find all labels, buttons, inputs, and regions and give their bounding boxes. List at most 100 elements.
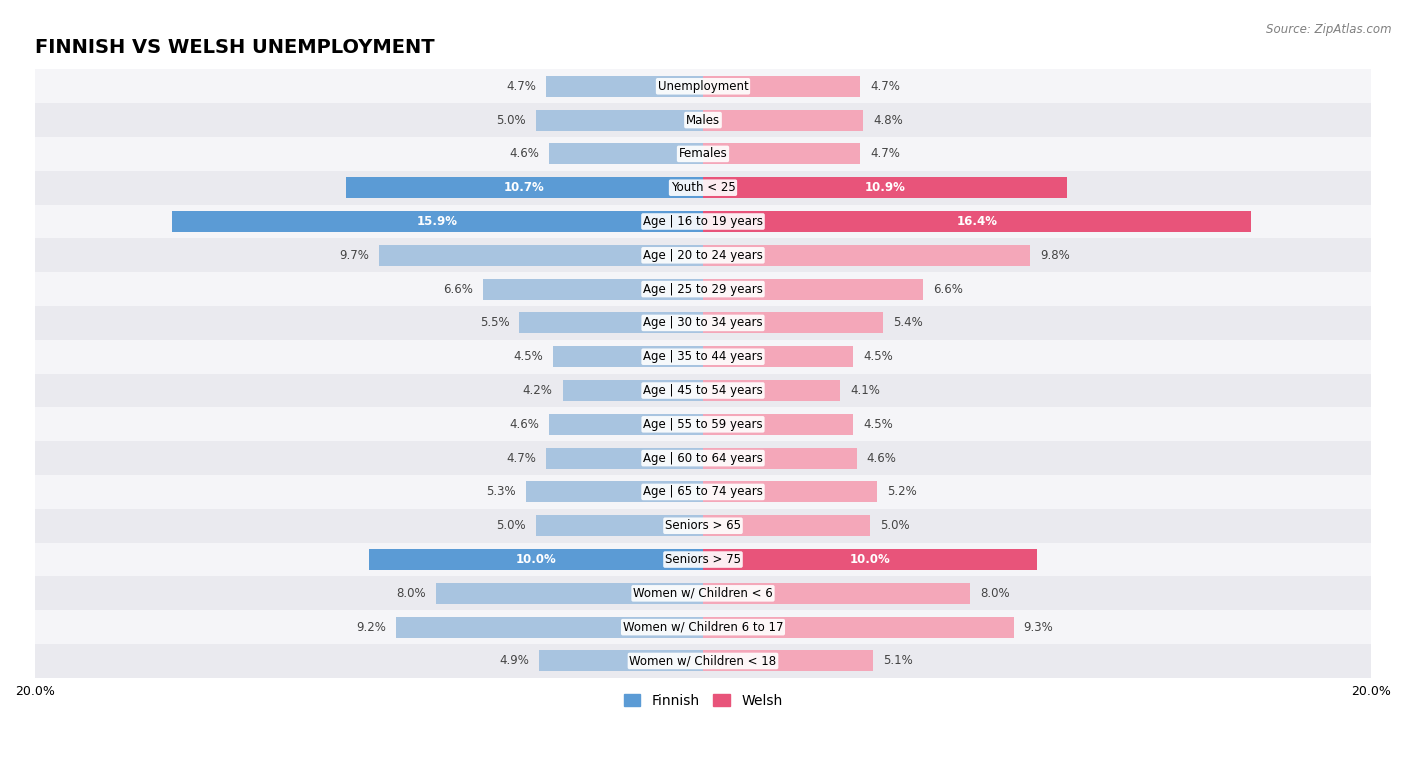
Text: Age | 35 to 44 years: Age | 35 to 44 years bbox=[643, 350, 763, 363]
Bar bbox=[550, 143, 703, 164]
Text: 5.2%: 5.2% bbox=[887, 485, 917, 498]
Text: 16.4%: 16.4% bbox=[956, 215, 997, 228]
Text: 4.1%: 4.1% bbox=[851, 384, 880, 397]
Text: 9.8%: 9.8% bbox=[1040, 249, 1070, 262]
Legend: Finnish, Welsh: Finnish, Welsh bbox=[619, 688, 787, 714]
Text: Youth < 25: Youth < 25 bbox=[671, 181, 735, 195]
Text: 9.2%: 9.2% bbox=[356, 621, 385, 634]
Bar bbox=[35, 610, 1371, 644]
Text: 5.3%: 5.3% bbox=[486, 485, 516, 498]
Text: Age | 45 to 54 years: Age | 45 to 54 years bbox=[643, 384, 763, 397]
Bar bbox=[703, 516, 870, 536]
Bar bbox=[703, 110, 863, 130]
Text: 4.9%: 4.9% bbox=[499, 655, 529, 668]
Bar bbox=[550, 414, 703, 435]
Bar bbox=[35, 644, 1371, 678]
Text: Women w/ Children < 6: Women w/ Children < 6 bbox=[633, 587, 773, 600]
Bar bbox=[536, 110, 703, 130]
Bar bbox=[703, 583, 970, 604]
Text: 5.0%: 5.0% bbox=[496, 519, 526, 532]
Bar bbox=[35, 374, 1371, 407]
Text: 4.2%: 4.2% bbox=[523, 384, 553, 397]
Bar bbox=[35, 407, 1371, 441]
Bar bbox=[35, 204, 1371, 238]
Text: Age | 55 to 59 years: Age | 55 to 59 years bbox=[643, 418, 763, 431]
Text: Women w/ Children < 18: Women w/ Children < 18 bbox=[630, 655, 776, 668]
Bar bbox=[703, 414, 853, 435]
Text: 8.0%: 8.0% bbox=[396, 587, 426, 600]
Bar bbox=[35, 543, 1371, 576]
Bar bbox=[395, 617, 703, 637]
Bar bbox=[380, 245, 703, 266]
Text: 6.6%: 6.6% bbox=[934, 282, 963, 295]
Text: 4.7%: 4.7% bbox=[506, 452, 536, 465]
Text: 5.5%: 5.5% bbox=[479, 316, 509, 329]
Bar bbox=[703, 211, 1251, 232]
Text: 4.6%: 4.6% bbox=[509, 148, 540, 160]
Bar bbox=[703, 313, 883, 333]
Text: 4.5%: 4.5% bbox=[513, 350, 543, 363]
Bar bbox=[562, 380, 703, 401]
Bar bbox=[35, 441, 1371, 475]
Bar bbox=[35, 70, 1371, 103]
Bar bbox=[482, 279, 703, 300]
Bar bbox=[346, 177, 703, 198]
Text: 4.6%: 4.6% bbox=[866, 452, 897, 465]
Text: 10.7%: 10.7% bbox=[503, 181, 544, 195]
Bar bbox=[703, 143, 860, 164]
Text: Age | 60 to 64 years: Age | 60 to 64 years bbox=[643, 452, 763, 465]
Text: Seniors > 65: Seniors > 65 bbox=[665, 519, 741, 532]
Text: Males: Males bbox=[686, 114, 720, 126]
Bar bbox=[172, 211, 703, 232]
Text: 5.0%: 5.0% bbox=[880, 519, 910, 532]
Bar bbox=[368, 549, 703, 570]
Text: 5.0%: 5.0% bbox=[496, 114, 526, 126]
Text: 6.6%: 6.6% bbox=[443, 282, 472, 295]
Bar bbox=[703, 650, 873, 671]
Bar bbox=[703, 76, 860, 97]
Bar bbox=[540, 650, 703, 671]
Bar bbox=[703, 549, 1038, 570]
Text: 9.3%: 9.3% bbox=[1024, 621, 1053, 634]
Text: Women w/ Children 6 to 17: Women w/ Children 6 to 17 bbox=[623, 621, 783, 634]
Text: 4.5%: 4.5% bbox=[863, 350, 893, 363]
Text: 4.7%: 4.7% bbox=[506, 79, 536, 93]
Text: Source: ZipAtlas.com: Source: ZipAtlas.com bbox=[1267, 23, 1392, 36]
Bar bbox=[703, 447, 856, 469]
Bar bbox=[703, 617, 1014, 637]
Bar bbox=[526, 481, 703, 503]
Text: Age | 20 to 24 years: Age | 20 to 24 years bbox=[643, 249, 763, 262]
Bar bbox=[553, 346, 703, 367]
Bar bbox=[436, 583, 703, 604]
Text: 10.0%: 10.0% bbox=[516, 553, 557, 566]
Text: Unemployment: Unemployment bbox=[658, 79, 748, 93]
Text: 4.6%: 4.6% bbox=[509, 418, 540, 431]
Bar bbox=[703, 481, 877, 503]
Bar bbox=[35, 340, 1371, 374]
Bar bbox=[35, 576, 1371, 610]
Bar bbox=[546, 447, 703, 469]
Text: 4.7%: 4.7% bbox=[870, 79, 900, 93]
Text: 9.7%: 9.7% bbox=[339, 249, 368, 262]
Bar bbox=[703, 279, 924, 300]
Text: 4.7%: 4.7% bbox=[870, 148, 900, 160]
Bar bbox=[35, 137, 1371, 171]
Text: 5.1%: 5.1% bbox=[883, 655, 912, 668]
Text: 4.5%: 4.5% bbox=[863, 418, 893, 431]
Bar bbox=[703, 245, 1031, 266]
Text: 8.0%: 8.0% bbox=[980, 587, 1010, 600]
Bar bbox=[35, 273, 1371, 306]
Bar bbox=[703, 177, 1067, 198]
Text: 15.9%: 15.9% bbox=[418, 215, 458, 228]
Text: Females: Females bbox=[679, 148, 727, 160]
Text: Age | 65 to 74 years: Age | 65 to 74 years bbox=[643, 485, 763, 498]
Bar bbox=[35, 475, 1371, 509]
Text: Age | 16 to 19 years: Age | 16 to 19 years bbox=[643, 215, 763, 228]
Text: FINNISH VS WELSH UNEMPLOYMENT: FINNISH VS WELSH UNEMPLOYMENT bbox=[35, 38, 434, 57]
Text: 10.9%: 10.9% bbox=[865, 181, 905, 195]
Bar bbox=[546, 76, 703, 97]
Text: Seniors > 75: Seniors > 75 bbox=[665, 553, 741, 566]
Text: Age | 30 to 34 years: Age | 30 to 34 years bbox=[643, 316, 763, 329]
Bar bbox=[703, 346, 853, 367]
Bar bbox=[35, 103, 1371, 137]
